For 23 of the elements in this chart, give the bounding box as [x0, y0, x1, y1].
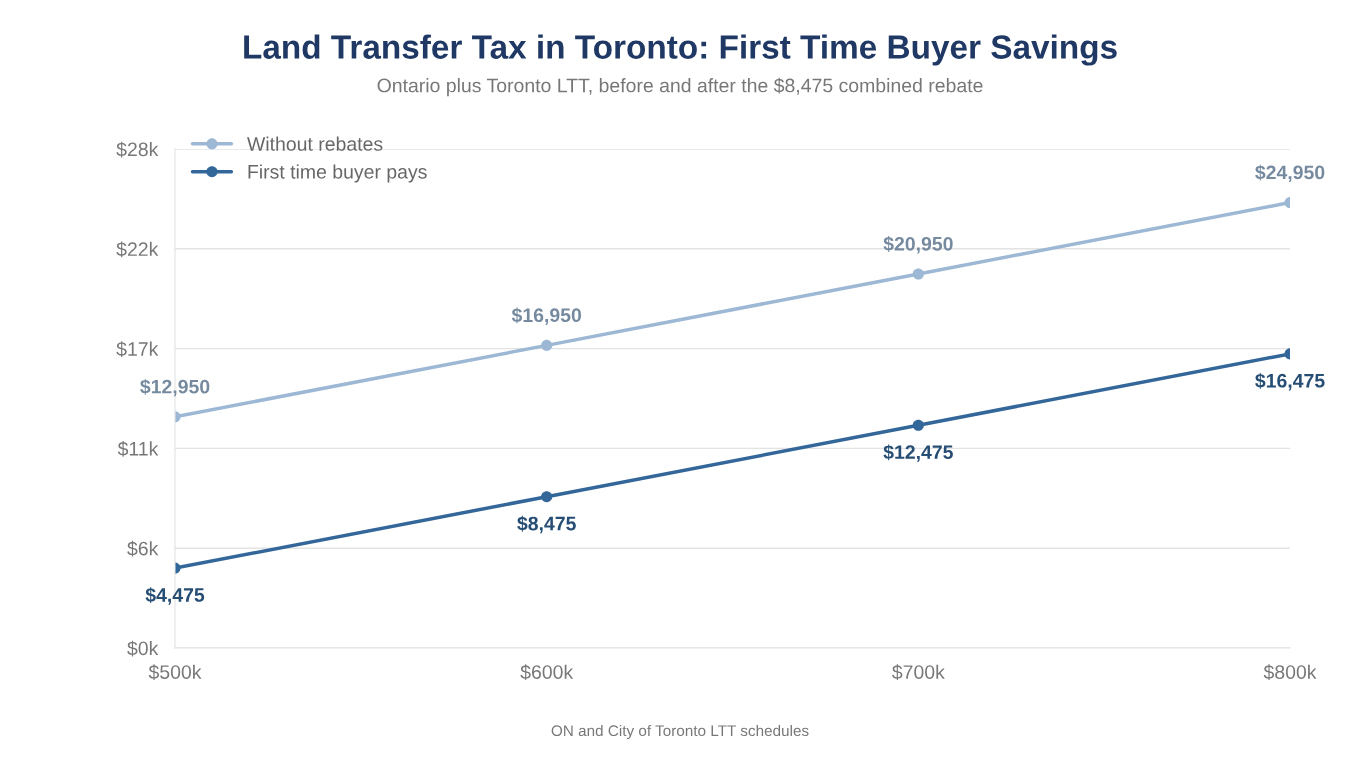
- chart-title: Land Transfer Tax in Toronto: First Time Buyer Savings: [244, 34, 1117, 66]
- x-tick-label: $600k: [520, 664, 574, 681]
- data-label: $12,950: [140, 378, 210, 397]
- data-label: $20,950: [883, 236, 953, 254]
- data-label: $16,475: [1255, 372, 1325, 391]
- data-label: $12,475: [883, 444, 953, 462]
- chart-subtitle: Ontario plus Toronto LTT, before and after the $8,475 combined rebate: [377, 77, 983, 97]
- y-tick-label: $6k: [127, 540, 159, 557]
- x-tick-label: $500k: [148, 664, 202, 681]
- y-tick-label: $22k: [116, 241, 159, 258]
- x-tick-label: $800k: [1263, 664, 1317, 681]
- legend-label: Without rebates: [247, 136, 383, 151]
- y-tick-label: $28k: [116, 141, 159, 158]
- text: ON and City of Toronto LTT schedules: [551, 724, 809, 740]
- data-label: $8,475: [517, 515, 576, 534]
- data-label: $16,950: [511, 307, 582, 325]
- y-tick-label: $0k: [127, 640, 159, 657]
- y-tick-label: $11k: [117, 441, 159, 457]
- data-label: $24,950: [1255, 164, 1325, 183]
- x-tick-label: $700k: [892, 664, 945, 681]
- legend-label: First time buyer pays: [248, 164, 427, 183]
- y-tick-label: $17k: [116, 341, 159, 357]
- data-label: $4,475: [145, 587, 205, 605]
